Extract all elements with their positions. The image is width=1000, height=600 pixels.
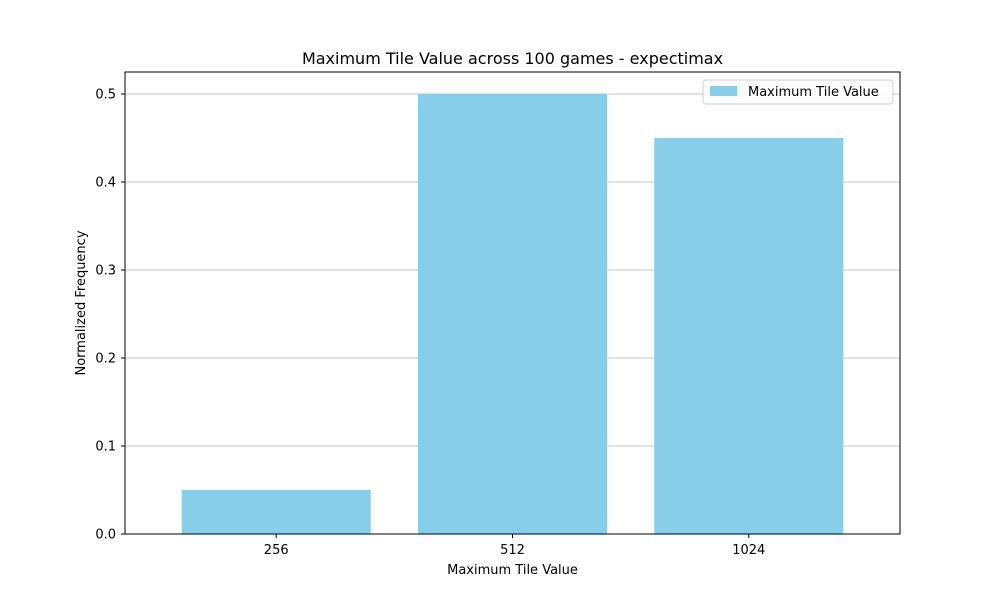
bar-512 [417,94,608,534]
y-tick-label: 0.3 [95,264,116,279]
bar-1024 [654,138,844,534]
y-axis-label: Normalized Frequency [74,230,89,375]
legend-swatch [710,86,737,96]
x-tick-label: 1024 [732,543,765,558]
legend-box [702,79,894,105]
y-ticks: 0.0 0.1 0.2 0.3 0.4 0.5 [95,88,125,543]
x-ticks: 256 512 1024 [264,534,765,558]
chart-title: Maximum Tile Value across 100 games - ex… [302,49,723,68]
legend-label: Maximum Tile Value [748,85,879,100]
y-tick-label: 0.5 [95,88,116,103]
y-tick-label: 0.0 [95,528,116,543]
bar-256 [181,490,371,534]
x-tick-label: 256 [264,543,289,558]
y-tick-label: 0.2 [95,352,116,367]
x-tick-label: 512 [500,543,525,558]
y-tick-label: 0.1 [95,440,116,455]
legend: Maximum Tile Value [702,79,894,105]
x-axis-label: Maximum Tile Value [447,563,578,578]
bar-layer [181,94,844,534]
y-tick-label: 0.4 [95,176,116,191]
